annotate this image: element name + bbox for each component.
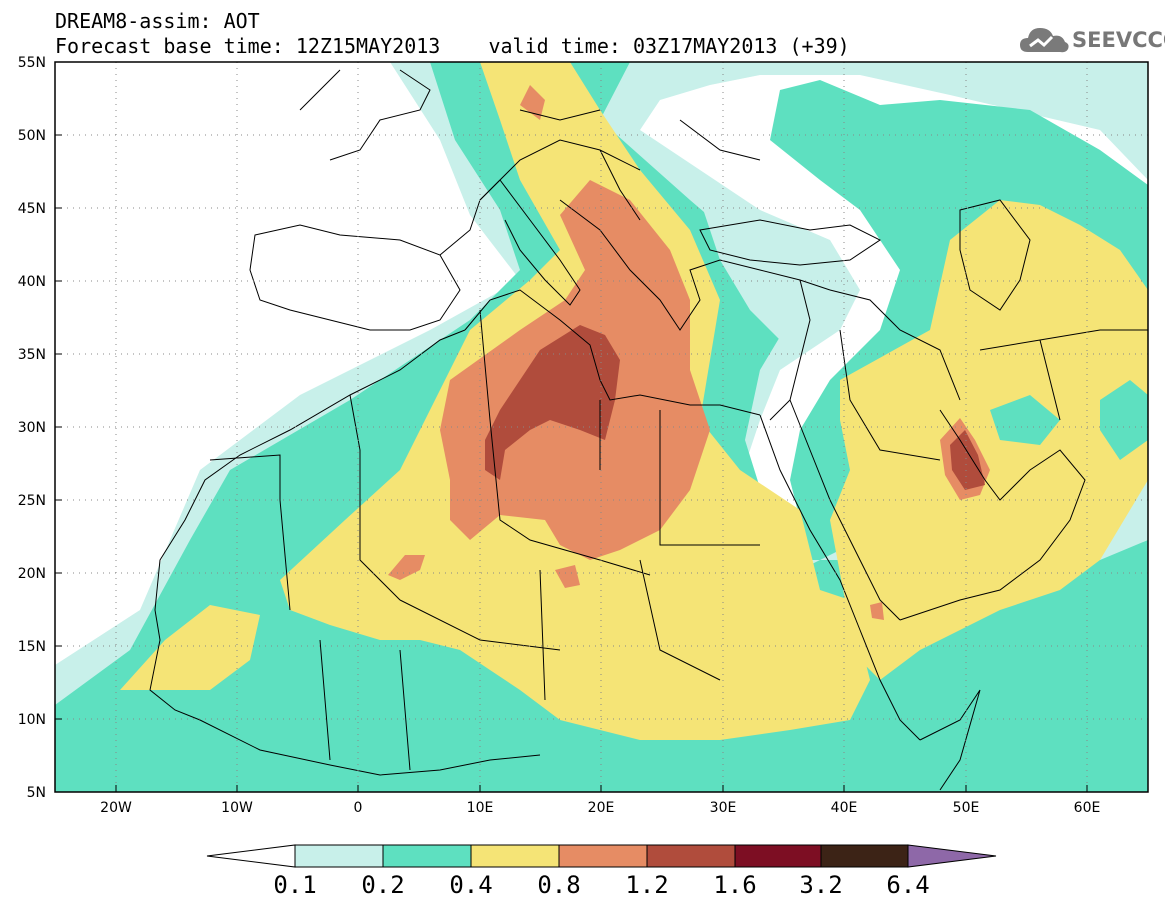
lon-label: 50E	[953, 800, 980, 816]
logo-text: SEEVCCC	[1072, 28, 1165, 52]
colorbar-label: 0.8	[537, 871, 580, 899]
colorbar-labels: 0.1 0.2 0.4 0.8 1.2 1.6 3.2 6.4	[273, 871, 929, 899]
lat-label: 35N	[18, 347, 46, 363]
coast-black-sea	[699, 219, 881, 266]
coast-arabia	[899, 409, 1086, 621]
coastlines	[149, 69, 1148, 791]
colorbar-box	[470, 844, 560, 868]
borders-africa	[209, 309, 760, 771]
coast-caspian	[959, 199, 1031, 311]
colorbar-box	[382, 844, 472, 868]
colorbar-label: 6.4	[886, 871, 929, 899]
aot-band-1.2	[485, 325, 985, 490]
lat-label: 55N	[18, 55, 46, 71]
aot-band-0.1-europe	[700, 200, 850, 340]
colorbar	[206, 844, 997, 868]
forecast-time-line: Forecast base time: 12Z15MAY2013 valid t…	[55, 34, 850, 58]
lon-label: 0	[354, 800, 363, 816]
coast-balkans-greece	[559, 199, 831, 331]
aot-band-0.2-arabia	[990, 380, 1148, 460]
lon-label: 20E	[588, 800, 615, 816]
colorbar-box	[734, 844, 822, 868]
colorbar-label: 3.2	[799, 871, 842, 899]
lat-label: 10N	[18, 712, 46, 728]
lon-labels: 20W 10W 0 10E 20E 30E 40E 50E 60E	[100, 800, 1100, 816]
coast-horn-africa	[919, 689, 981, 791]
colorbar-box	[558, 844, 648, 868]
colorbar-box	[294, 844, 384, 868]
lat-label: 25N	[18, 493, 46, 509]
lon-label: 40E	[831, 800, 858, 816]
colorbar-label: 1.6	[713, 871, 756, 899]
graticule	[55, 62, 1148, 792]
colorbar-label: 1.2	[625, 871, 668, 899]
seevccc-logo: SEEVCCC	[1018, 22, 1165, 58]
colorbar-label: 0.1	[273, 871, 316, 899]
coast-mediterranean-south	[464, 289, 761, 416]
borders-middle-east	[829, 289, 1148, 461]
aot-band-0.8	[388, 85, 990, 620]
lat-label: 50N	[18, 128, 46, 144]
lat-label: 45N	[18, 201, 46, 217]
lon-label: 20W	[100, 800, 132, 816]
coast-italy	[499, 179, 581, 306]
colorbar-label: 0.2	[361, 871, 404, 899]
colorbar-label: 0.4	[449, 871, 492, 899]
aot-band-0.8-inner	[515, 470, 535, 488]
tick-marks	[55, 61, 1088, 792]
lon-label: 10E	[467, 800, 494, 816]
lon-label: 30E	[710, 800, 737, 816]
lat-label: 15N	[18, 639, 46, 655]
lon-label: 60E	[1074, 800, 1101, 816]
lon-label: 10W	[221, 800, 253, 816]
lat-label: 5N	[27, 785, 46, 801]
colorbar-over-triangle	[907, 844, 997, 868]
colorbar-under-triangle	[206, 844, 296, 868]
lat-label: 20N	[18, 566, 46, 582]
cloud-icon	[1020, 28, 1069, 53]
plot-title: DREAM8-assim: AOT	[55, 9, 260, 33]
lat-label: 30N	[18, 420, 46, 436]
coast-levant	[769, 279, 811, 421]
borders-europe	[479, 109, 761, 221]
lat-label: 40N	[18, 274, 46, 290]
colorbar-box	[820, 844, 909, 868]
lat-labels: 55N 50N 45N 40N 35N 30N 25N 20N 15N 10N …	[18, 55, 46, 801]
coast-iberia	[249, 224, 461, 331]
coast-africa-west	[149, 329, 541, 776]
coast-red-sea	[759, 399, 921, 741]
colorbar-box	[646, 844, 736, 868]
